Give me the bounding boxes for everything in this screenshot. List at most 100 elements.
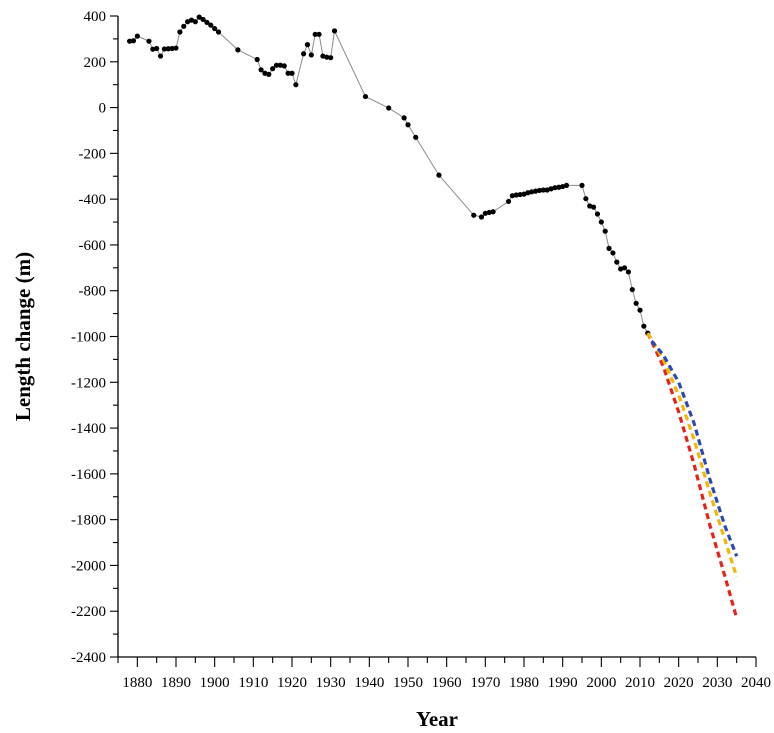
observed-data-point xyxy=(204,19,210,26)
observed-data-point xyxy=(563,182,570,189)
observed-data-point xyxy=(301,51,307,57)
observed-data-point xyxy=(529,189,535,195)
observed-data-point xyxy=(266,71,272,77)
observed-data-point xyxy=(641,323,647,329)
observed-data-point xyxy=(200,16,206,23)
y-tick-label: 0 xyxy=(99,101,107,117)
x-tick-label: 1890 xyxy=(161,675,191,691)
y-tick-label: -200 xyxy=(79,146,107,162)
observed-data-point xyxy=(517,191,523,198)
x-tick-label: 2000 xyxy=(586,675,616,691)
x-tick-label: 1980 xyxy=(509,675,539,691)
y-tick-label: -1200 xyxy=(71,375,106,391)
observed-data-point xyxy=(324,54,330,60)
observed-data-point xyxy=(212,25,218,32)
observed-data-point xyxy=(436,172,442,178)
observed-data-point xyxy=(606,245,612,251)
observed-data-point xyxy=(208,22,214,28)
observed-data-point xyxy=(316,31,322,37)
y-tick-label: -1600 xyxy=(71,467,106,483)
observed-data-point xyxy=(215,29,222,35)
observed-data-point xyxy=(235,47,241,53)
x-tick-label: 1950 xyxy=(393,675,423,691)
observed-data-point xyxy=(362,93,369,100)
y-tick-label: -2200 xyxy=(71,604,106,620)
x-tick-label: 1910 xyxy=(238,675,268,691)
y-tick-label: -600 xyxy=(79,238,107,254)
y-tick-label: -1800 xyxy=(71,513,106,529)
observed-data-point xyxy=(196,14,202,20)
observed-data-point xyxy=(304,42,311,48)
observed-data-point xyxy=(177,29,183,35)
x-axis-title: Year xyxy=(416,707,458,731)
x-tick-label: 1970 xyxy=(470,675,500,691)
observed-data-point xyxy=(270,66,276,72)
observed-data-point xyxy=(154,45,160,52)
observed-data-point xyxy=(254,56,260,63)
observed-data-point xyxy=(277,62,283,68)
observed-data-point xyxy=(308,52,314,58)
observed-data-point xyxy=(413,134,419,140)
observed-data-point xyxy=(591,204,597,210)
observed-data-point xyxy=(637,307,643,313)
x-tick-label: 1880 xyxy=(122,675,152,691)
observed-data-point xyxy=(146,38,152,44)
observed-data-point xyxy=(258,67,264,73)
observed-data-point xyxy=(281,63,287,69)
projection-series-line-3 xyxy=(650,340,739,557)
observed-data-point xyxy=(127,38,133,44)
observed-series-line xyxy=(129,16,649,334)
y-tick-label: 200 xyxy=(84,55,107,71)
observed-data-point xyxy=(293,82,299,88)
observed-data-point xyxy=(471,212,477,218)
observed-data-point xyxy=(134,33,140,39)
x-tick-label: 2020 xyxy=(664,675,694,691)
observed-data-point xyxy=(513,192,519,198)
y-tick-label: 400 xyxy=(84,9,107,25)
observed-data-point xyxy=(633,300,639,306)
x-tick-label: 2040 xyxy=(741,675,771,691)
y-tick-label: -2000 xyxy=(71,558,106,574)
observed-data-point xyxy=(285,70,291,76)
observed-data-point xyxy=(540,187,546,193)
x-tick-label: 2030 xyxy=(702,675,732,691)
observed-data-point xyxy=(169,45,175,52)
y-tick-label: -800 xyxy=(79,284,107,300)
series-layer xyxy=(127,14,739,619)
x-tick-label: 1900 xyxy=(200,675,230,691)
observed-data-point xyxy=(150,46,156,52)
x-tick-label: 1920 xyxy=(277,675,307,691)
observed-data-point xyxy=(583,196,589,202)
x-tick-label: 1940 xyxy=(354,675,384,691)
x-tick-label: 1990 xyxy=(548,675,578,691)
observed-data-point xyxy=(602,228,608,234)
observed-data-point xyxy=(478,214,485,220)
observed-data-point xyxy=(610,250,616,256)
y-tick-label: -1000 xyxy=(71,330,106,346)
observed-data-point xyxy=(556,184,562,190)
observed-data-point xyxy=(629,286,635,293)
observed-data-point xyxy=(331,28,338,34)
observed-data-point xyxy=(192,19,198,25)
observed-data-point xyxy=(165,46,171,52)
observed-data-point xyxy=(157,53,164,59)
observed-data-point xyxy=(621,265,628,271)
observed-data-point xyxy=(579,182,585,189)
observed-data-point xyxy=(490,209,496,215)
observed-data-point xyxy=(161,46,167,52)
observed-data-point xyxy=(598,219,604,225)
observed-data-point xyxy=(328,55,334,61)
y-tick-label: -1400 xyxy=(71,421,106,437)
projection-series-line-2 xyxy=(646,332,739,578)
x-tick-label: 1960 xyxy=(432,675,462,691)
observed-data-point xyxy=(130,38,137,44)
observed-data-point xyxy=(273,62,280,68)
observed-data-point xyxy=(173,45,179,51)
y-tick-label: -400 xyxy=(79,192,107,208)
observed-data-point xyxy=(594,211,601,217)
observed-data-point xyxy=(181,23,187,29)
observed-data-point xyxy=(533,188,539,194)
axes-layer: 4002000-200-400-600-800-1000-1200-1400-1… xyxy=(71,9,771,691)
observed-data-point xyxy=(625,269,632,275)
